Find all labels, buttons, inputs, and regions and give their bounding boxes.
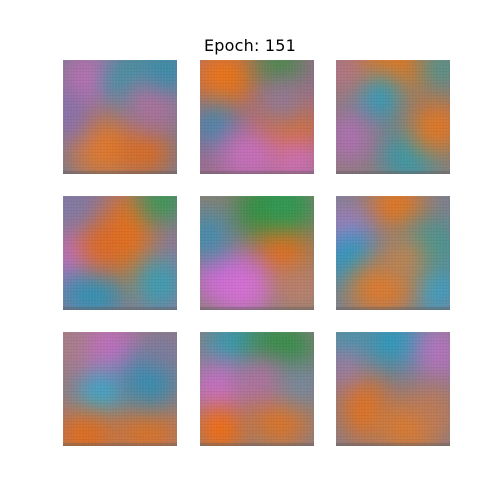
pixel-texture bbox=[336, 196, 450, 310]
color-blob bbox=[411, 100, 450, 155]
generated-sample-7 bbox=[63, 332, 177, 446]
color-blob bbox=[220, 271, 275, 310]
color-blob bbox=[63, 271, 128, 310]
color-blob bbox=[356, 75, 401, 120]
pixel-texture bbox=[336, 332, 450, 446]
color-blob bbox=[143, 332, 177, 372]
generated-sample-9 bbox=[336, 332, 450, 446]
generated-sample-3 bbox=[336, 60, 450, 174]
color-blob bbox=[411, 387, 450, 432]
color-blob bbox=[280, 367, 314, 407]
color-blob bbox=[78, 216, 128, 271]
color-blob bbox=[133, 256, 177, 310]
generated-sample-2 bbox=[200, 60, 314, 174]
color-blob bbox=[78, 372, 123, 417]
pixel-texture bbox=[336, 60, 450, 174]
pixel-texture bbox=[63, 332, 177, 446]
color-blob bbox=[381, 236, 426, 281]
color-blob bbox=[336, 110, 371, 165]
color-blob bbox=[275, 140, 314, 174]
color-blob bbox=[260, 80, 305, 125]
color-blob bbox=[220, 130, 280, 174]
tile-edge bbox=[63, 443, 177, 446]
tile-edge bbox=[63, 171, 177, 174]
generated-sample-6 bbox=[336, 196, 450, 310]
generated-sample-1 bbox=[63, 60, 177, 174]
tile-edge bbox=[200, 443, 314, 446]
tile-edge bbox=[336, 307, 450, 310]
generated-sample-5 bbox=[200, 196, 314, 310]
pixel-texture bbox=[200, 60, 314, 174]
pixel-texture bbox=[63, 60, 177, 174]
pixel-texture bbox=[200, 196, 314, 310]
tile-edge bbox=[336, 171, 450, 174]
tile-edge bbox=[200, 307, 314, 310]
color-blob bbox=[200, 407, 245, 446]
pixel-texture bbox=[63, 196, 177, 310]
generated-sample-4 bbox=[63, 196, 177, 310]
color-blob bbox=[275, 266, 314, 310]
color-blob bbox=[240, 357, 285, 402]
tile-edge bbox=[63, 307, 177, 310]
tile-edge bbox=[200, 171, 314, 174]
generated-sample-8 bbox=[200, 332, 314, 446]
tile-edge bbox=[336, 443, 450, 446]
pixel-texture bbox=[200, 332, 314, 446]
color-blob bbox=[118, 130, 173, 174]
color-blob bbox=[113, 412, 177, 446]
figure-title: Epoch: 151 bbox=[203, 36, 296, 55]
